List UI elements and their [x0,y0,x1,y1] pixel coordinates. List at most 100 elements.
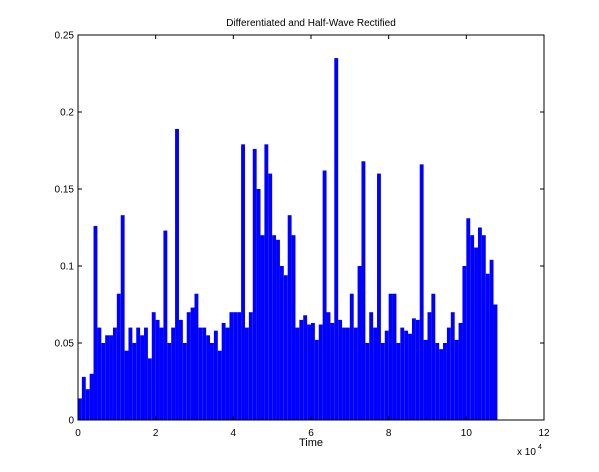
y-tick-label: 0.25 [55,31,75,42]
signal-bar [342,327,346,420]
signal-bar [373,327,378,420]
signal-bar [427,312,432,420]
x-axis-label: Time [299,437,323,449]
signal-bar [136,327,141,420]
signal-bar [423,339,428,420]
signal-bar [241,144,245,420]
signal-bar [326,312,331,420]
signal-bar [81,376,86,420]
signal-bar [78,398,82,420]
signal-bar [97,327,102,420]
signal-bar [276,239,280,420]
signal-bar [279,266,284,420]
y-ticks: 0 0.05 0.1 0.15 0.2 0.25 [55,31,544,427]
signal-bar [419,164,424,420]
signal-bar [217,350,222,420]
signal-bar [198,327,203,420]
signal-bar [202,327,207,420]
x-tick-label: 2 [153,428,159,439]
y-tick-label: 0.1 [60,262,74,273]
signal-bar [132,343,137,420]
y-tick-label: 0.15 [55,185,75,196]
signal-bar [287,215,292,420]
signal-bar [105,335,110,420]
y-tick-label: 0.2 [60,108,74,119]
signal-bar [431,293,436,420]
signal-bar [256,189,261,420]
signal-bar [357,266,362,420]
signal-bar [155,319,160,420]
signal-bar [466,218,471,420]
signal-bar [481,235,486,420]
signal-bar [144,327,148,420]
signal-bar [439,349,444,420]
signal-bar [194,293,199,420]
signal-bar [446,327,451,420]
signal-bar [210,343,214,420]
signal-bar [147,358,152,420]
signal-bar [411,318,416,420]
signal-bar [454,339,459,420]
signal-bar [404,330,409,420]
signal-bar [396,343,401,420]
x-tick-label: 6 [308,428,314,439]
signal-bar [248,312,253,420]
signal-bar [303,315,308,420]
x-tick-label: 4 [231,428,237,439]
signal-bar [283,275,288,420]
x-exponent-power: 4 [538,444,542,451]
x-ticks: 0 2 4 6 8 10 12 [75,35,550,439]
signal-bar [314,339,319,420]
signal-bar [295,327,300,420]
signal-bars [78,58,498,420]
signal-bar [443,343,447,420]
signal-bar [112,327,117,420]
signal-bar [380,343,385,420]
plot-area: 0 2 4 6 8 10 12 0 0.05 0.1 0.15 0.2 0.25 [55,31,550,440]
signal-bar [392,293,397,420]
signal-bar [213,330,218,420]
signal-bar [450,312,455,420]
signal-bar [489,259,494,420]
signal-bar [244,327,249,420]
signal-bar [299,319,304,420]
signal-bar [388,293,393,420]
signal-bar [116,293,121,420]
signal-bar [477,227,482,420]
signal-bar [93,225,98,420]
signal-bar [400,327,405,420]
signal-bar [408,333,412,420]
signal-bar [338,319,343,420]
signal-bar [322,170,327,420]
signal-bar [334,58,339,420]
signal-bar [345,327,350,420]
signal-bar [206,335,211,420]
signal-bar [225,327,230,420]
signal-bar [85,389,90,420]
signal-bar [178,319,183,420]
x-exponent: x 10 4 [517,444,542,458]
x-exponent-base: x 10 [517,447,536,458]
signal-bar [159,327,164,420]
signal-bar [268,173,273,420]
signal-bar [349,293,354,420]
signal-bar [186,312,191,420]
signal-bar [190,307,195,420]
signal-bar [365,343,370,420]
signal-bar [252,148,257,420]
signal-bar [369,312,374,420]
signal-bar [474,247,478,420]
signal-bar [470,235,475,420]
signal-bar [175,128,179,420]
signal-bar [109,335,113,420]
signal-bar [260,235,265,420]
x-tick-label: 12 [538,428,550,439]
signal-bar [233,312,238,420]
signal-bar [377,173,381,420]
signal-bar [291,235,296,420]
signal-bar [318,324,323,420]
signal-bar [353,327,358,420]
signal-bar [493,304,498,420]
signal-bar [101,343,106,420]
